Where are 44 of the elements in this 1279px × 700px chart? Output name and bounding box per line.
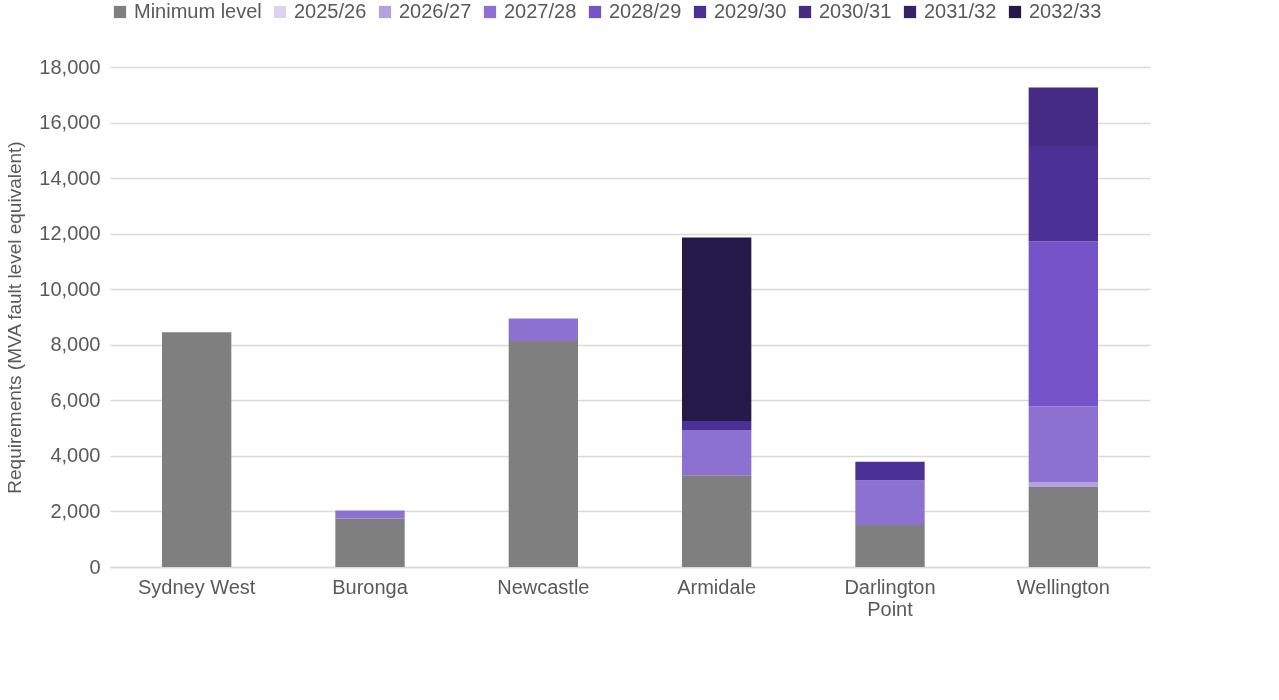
bar <box>508 340 578 567</box>
legend-label: 2026/27 <box>399 0 472 22</box>
y-tick-label: 4,000 <box>50 444 101 467</box>
y-tick-label: 6,000 <box>50 388 101 411</box>
legend-label: 2029/30 <box>714 0 787 22</box>
bar <box>682 475 752 567</box>
y-axis-title: Requirements (MVA fault level equivalent) <box>4 141 26 494</box>
bar <box>1028 241 1098 407</box>
y-tick-label: 2,000 <box>50 499 101 522</box>
y-tick-label: 10,000 <box>39 277 101 300</box>
bar <box>162 332 232 567</box>
y-tick-label: 18,000 <box>39 55 101 78</box>
x-tick-label: Wellington <box>1016 575 1110 598</box>
y-tick-label: 16,000 <box>39 111 101 134</box>
y-tick-label: 8,000 <box>50 333 101 356</box>
bar <box>855 525 925 567</box>
legend-label: 2025/26 <box>294 0 367 22</box>
legend-label: 2032/33 <box>1029 0 1102 22</box>
bar <box>1028 482 1098 487</box>
x-tick-label: Sydney West <box>137 575 256 598</box>
x-tick-label: Newcastle <box>497 575 590 598</box>
y-tick-label: 0 <box>89 555 101 578</box>
legend-label: 2027/28 <box>504 0 577 22</box>
bar <box>335 510 405 519</box>
bar <box>1028 87 1098 146</box>
bar <box>682 420 752 431</box>
bar <box>1028 406 1098 483</box>
bar <box>1028 145 1098 242</box>
bar <box>335 518 405 567</box>
bar <box>682 430 752 476</box>
bar <box>682 237 752 421</box>
legend-label: 2031/32 <box>924 0 997 22</box>
x-tick-label: Armidale <box>677 575 757 598</box>
bar <box>508 318 578 341</box>
y-tick-label: 14,000 <box>39 166 101 189</box>
legend-label: 2030/31 <box>819 0 892 22</box>
bar <box>855 461 925 481</box>
legend-label: 2028/29 <box>609 0 682 22</box>
y-tick-label: 12,000 <box>39 222 101 245</box>
x-tick-label: Buronga <box>332 575 409 598</box>
x-tick-label: Darlington Point <box>844 575 936 620</box>
legend-label: Minimum level <box>134 0 262 22</box>
bar <box>855 480 925 526</box>
bar <box>1028 487 1098 567</box>
